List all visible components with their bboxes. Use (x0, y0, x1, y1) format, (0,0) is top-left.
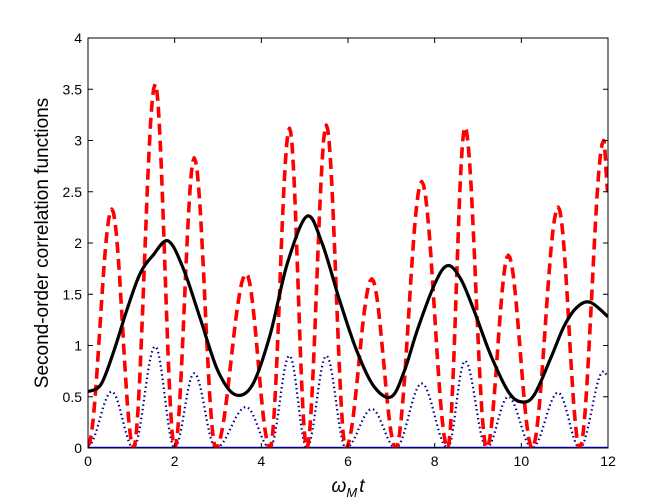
x-tick-label: 4 (257, 453, 265, 469)
x-tick-label: 0 (84, 453, 92, 469)
y-tick-label: 2.5 (63, 184, 83, 200)
series-line-0 (88, 214, 608, 404)
y-tick-label: 0.5 (63, 389, 83, 405)
y-axis-label: Second-order correlation functions (32, 98, 53, 388)
y-tick-label: 0 (74, 440, 82, 456)
x-tick-label: 2 (171, 453, 179, 469)
y-tick-label: 2 (74, 235, 82, 251)
x-tick-label: 6 (344, 453, 352, 469)
x-axis-label-main: ω (332, 476, 347, 497)
x-axis-label: ωM t (332, 476, 366, 500)
y-tick-label: 1.5 (63, 286, 83, 302)
x-tick-label: 10 (514, 453, 530, 469)
ticks-layer: 0 2 4 6 8 10 12 0 0.5 1 1.5 2 2.5 3 3.5 4 (63, 30, 616, 469)
x-axis-label-subscript: M (346, 485, 357, 500)
y-tick-label: 3 (74, 133, 82, 149)
series-layer (88, 82, 608, 448)
plot-frame (87, 37, 609, 449)
y-tick-label: 4 (74, 30, 82, 46)
y-tick-label: 3.5 (63, 81, 83, 97)
x-tick-label: 8 (431, 453, 439, 469)
x-axis-label-tail: t (359, 476, 365, 497)
plot-area (88, 38, 608, 448)
y-tick-label: 1 (74, 338, 82, 354)
x-tick-label: 12 (600, 453, 616, 469)
